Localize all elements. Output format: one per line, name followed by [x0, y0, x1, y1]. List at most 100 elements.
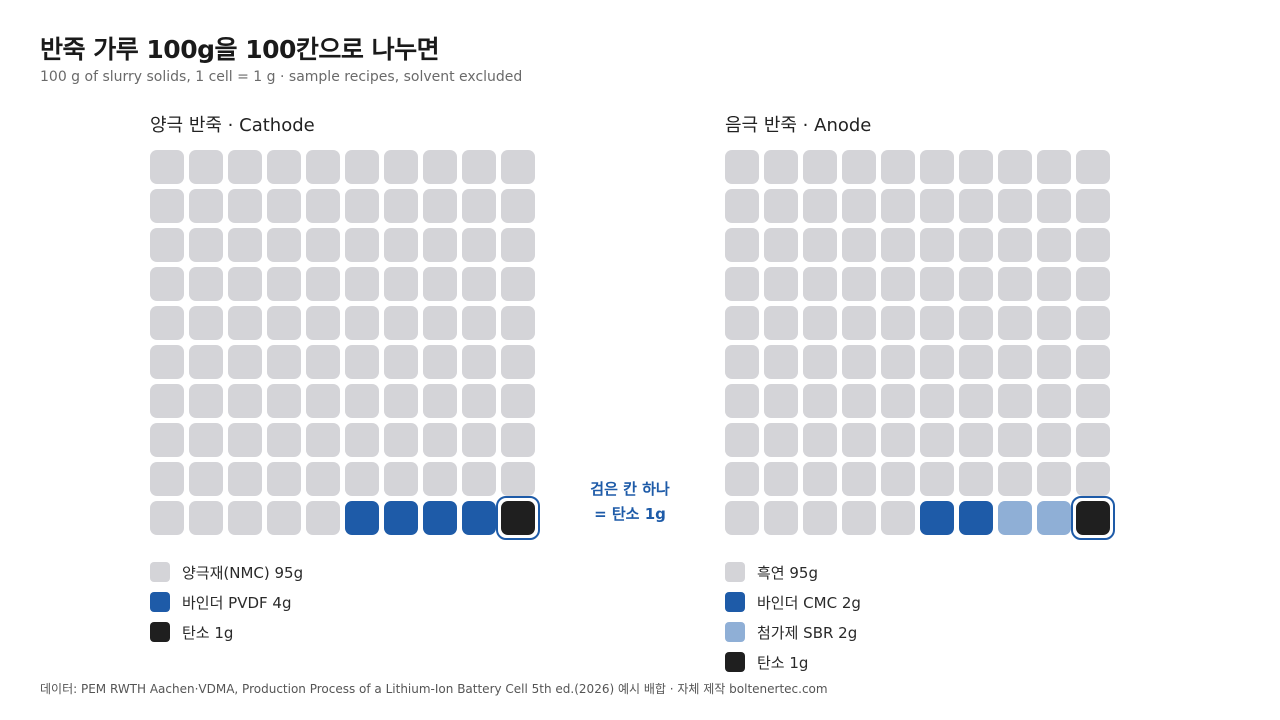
waffle-cell	[228, 228, 262, 262]
waffle-cell	[501, 384, 535, 418]
waffle-cell	[764, 462, 798, 496]
waffle-cell	[384, 384, 418, 418]
waffle-cell	[189, 150, 223, 184]
waffle-cell	[462, 267, 496, 301]
waffle-cell	[959, 462, 993, 496]
legend-item: 탄소 1g	[150, 622, 550, 642]
waffle-cell	[881, 189, 915, 223]
waffle-cell	[150, 345, 184, 379]
waffle-cell	[764, 228, 798, 262]
waffle-cell	[462, 345, 496, 379]
waffle-cell	[267, 423, 301, 457]
waffle-cell	[345, 384, 379, 418]
waffle-cell	[228, 150, 262, 184]
waffle-cell	[1037, 384, 1071, 418]
legend-swatch	[725, 652, 745, 672]
waffle-cell	[345, 501, 379, 535]
waffle-cell	[228, 423, 262, 457]
waffle-cell	[501, 189, 535, 223]
waffle-cell	[725, 228, 759, 262]
waffle-cell	[881, 150, 915, 184]
waffle-cell	[998, 306, 1032, 340]
waffle-cell	[267, 384, 301, 418]
waffle-cell	[764, 384, 798, 418]
anode-waffle-grid	[725, 150, 1115, 540]
waffle-cell	[306, 384, 340, 418]
callout-line-2: = 탄소 1g	[594, 505, 666, 523]
waffle-cell	[423, 228, 457, 262]
waffle-cell	[150, 150, 184, 184]
legend-label: 바인더 PVDF 4g	[182, 593, 292, 612]
chart-title: 반죽 가루 100g을 100칸으로 나누면	[40, 35, 440, 64]
waffle-cell	[189, 306, 223, 340]
waffle-cell	[384, 423, 418, 457]
waffle-cell	[345, 306, 379, 340]
waffle-cell	[725, 306, 759, 340]
waffle-cell	[725, 501, 759, 535]
waffle-cell	[998, 228, 1032, 262]
waffle-cell	[150, 501, 184, 535]
waffle-cell	[764, 189, 798, 223]
waffle-cell	[267, 462, 301, 496]
chart-subtitle: 100 g of slurry solids, 1 cell = 1 g · s…	[40, 69, 523, 85]
waffle-cell	[998, 384, 1032, 418]
waffle-cell	[803, 228, 837, 262]
waffle-cell	[1076, 150, 1110, 184]
waffle-cell	[803, 423, 837, 457]
waffle-cell	[764, 423, 798, 457]
waffle-cell	[267, 228, 301, 262]
waffle-cell	[1076, 189, 1110, 223]
legend-item: 첨가제 SBR 2g	[725, 622, 1125, 642]
waffle-cell	[725, 384, 759, 418]
waffle-cell	[881, 501, 915, 535]
waffle-cell	[345, 189, 379, 223]
legend-label: 양극재(NMC) 95g	[182, 563, 304, 582]
waffle-cell	[998, 423, 1032, 457]
waffle-cell	[881, 267, 915, 301]
waffle-cell	[228, 306, 262, 340]
waffle-cell	[959, 384, 993, 418]
waffle-cell	[959, 423, 993, 457]
waffle-cell	[1076, 267, 1110, 301]
waffle-cell	[1037, 306, 1071, 340]
anode-panel: 음극 반죽 · Anode 흑연 95g 바인더 CMC 2g 첨가제 SBR 2g…	[725, 114, 1125, 682]
waffle-cell	[462, 384, 496, 418]
waffle-cell	[1037, 189, 1071, 223]
waffle-cell	[725, 150, 759, 184]
waffle-cell	[384, 189, 418, 223]
waffle-cell	[267, 345, 301, 379]
waffle-cell	[501, 267, 535, 301]
waffle-cell	[267, 189, 301, 223]
waffle-cell	[842, 189, 876, 223]
waffle-cell	[345, 423, 379, 457]
waffle-cell	[998, 150, 1032, 184]
waffle-cell	[920, 189, 954, 223]
cathode-legend: 양극재(NMC) 95g 바인더 PVDF 4g 탄소 1g	[150, 562, 550, 642]
waffle-cell	[842, 150, 876, 184]
waffle-cell	[998, 501, 1032, 535]
waffle-cell	[306, 345, 340, 379]
waffle-cell	[725, 345, 759, 379]
waffle-cell	[501, 423, 535, 457]
waffle-cell	[345, 150, 379, 184]
waffle-cell	[501, 462, 535, 496]
legend-swatch	[725, 592, 745, 612]
waffle-cell	[842, 501, 876, 535]
waffle-cell	[725, 423, 759, 457]
waffle-cell	[803, 462, 837, 496]
waffle-cell	[462, 306, 496, 340]
waffle-cell	[920, 423, 954, 457]
waffle-cell	[998, 462, 1032, 496]
waffle-cell	[462, 150, 496, 184]
waffle-cell	[150, 384, 184, 418]
waffle-cell	[920, 384, 954, 418]
waffle-cell	[998, 189, 1032, 223]
legend-item: 양극재(NMC) 95g	[150, 562, 550, 582]
waffle-cell	[725, 189, 759, 223]
waffle-cell	[384, 501, 418, 535]
waffle-cell	[501, 345, 535, 379]
waffle-cell	[920, 150, 954, 184]
waffle-cell	[842, 384, 876, 418]
waffle-cell	[462, 423, 496, 457]
waffle-cell	[423, 384, 457, 418]
